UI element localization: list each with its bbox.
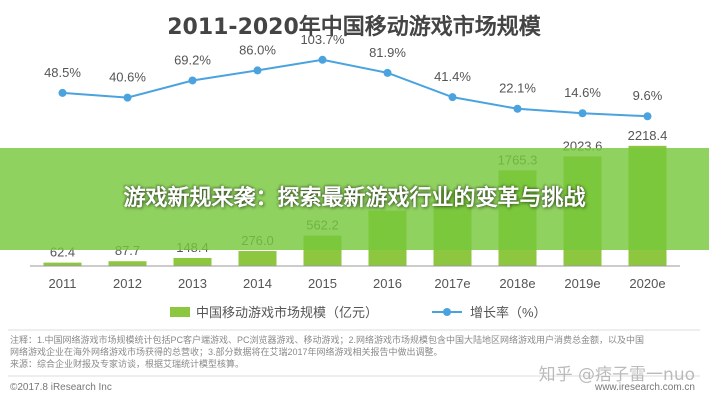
x-tick-2020e: 2020e: [629, 276, 665, 291]
x-tick-2015: 2015: [308, 276, 337, 291]
legend-bar-label: 中国移动游戏市场规模（亿元）: [196, 305, 378, 320]
legend-line-marker: [443, 308, 451, 316]
footer-site: www.iresearch.com.cn: [594, 382, 695, 393]
chart-title: 2011-2020年中国移动游戏市场规模: [167, 14, 542, 40]
x-tick-2016: 2016: [373, 276, 402, 291]
line-label-2013: 69.2%: [174, 52, 211, 67]
footer-copyright: ©2017.8 iResearch Inc: [10, 382, 112, 393]
growth-line-series: [58, 55, 652, 121]
growth-point-2019e: [578, 109, 587, 118]
bar-2012: [108, 261, 147, 266]
watermark-text: 知乎 @痞子雷一nuo: [538, 365, 695, 385]
growth-point-2020e: [643, 112, 652, 121]
bar-2014: [238, 251, 277, 266]
x-tick-2012: 2012: [113, 276, 142, 291]
note-line-3: 来源：综合企业财报及专家访谈，根据艾瑞统计模型核算。: [10, 358, 244, 369]
growth-value-labels: 48.5% 40.6% 69.2% 86.0% 103.7% 81.9% 41.4% 22.1…: [44, 32, 663, 103]
headline-banner: 游戏新规来袭：探索最新游戏行业的变革与挑战: [0, 148, 709, 250]
growth-point-2014: [253, 66, 262, 75]
line-label-2015: 103.7%: [300, 32, 345, 47]
growth-point-2013: [188, 76, 197, 85]
x-tick-2013: 2013: [178, 276, 207, 291]
line-label-2020e: 9.6%: [633, 88, 663, 103]
line-label-2011: 48.5%: [44, 65, 81, 80]
growth-point-2015: [318, 55, 327, 64]
note-line-1: 注释：1.中国网络游戏市场规模统计包括PC客户端游戏、PC浏览器游戏、移动游戏；…: [10, 334, 644, 345]
note-line-2: 网络游戏企业在海外网络游戏市场获得的总营收；3.部分数据将在艾瑞2017年网络游…: [10, 346, 443, 357]
line-label-2019e: 14.6%: [564, 85, 601, 100]
growth-point-2018e: [513, 104, 522, 113]
growth-point-2011: [58, 88, 67, 97]
bar-label-2020e: 2218.4: [628, 128, 668, 143]
bar-2013: [173, 257, 212, 266]
line-label-2012: 40.6%: [109, 70, 146, 85]
growth-point-2016: [383, 68, 392, 77]
banner-headline: 游戏新规来袭：探索最新游戏行业的变革与挑战: [123, 186, 586, 211]
line-label-2017e: 41.4%: [434, 69, 471, 84]
legend: 中国移动游戏市场规模（亿元） 增长率（%）: [170, 305, 547, 320]
x-tick-labels: 2011 2012 2013 2014 2015 2016 2017e 2018e 2019e 2…: [49, 276, 666, 291]
growth-line: [62, 58, 648, 118]
legend-line-label: 增长率（%）: [470, 305, 547, 320]
bar-2011: [43, 262, 82, 266]
x-tick-2018e: 2018e: [499, 276, 535, 291]
x-tick-2011: 2011: [49, 276, 77, 291]
legend-bar-swatch: [170, 307, 190, 317]
line-label-2018e: 22.1%: [499, 81, 536, 96]
line-label-2016: 81.9%: [369, 45, 406, 60]
growth-point-2017e: [448, 93, 457, 102]
growth-point-2012: [123, 93, 132, 102]
x-tick-2019e: 2019e: [564, 276, 600, 291]
x-tick-2014: 2014: [243, 276, 272, 291]
x-tick-2017e: 2017e: [434, 276, 470, 291]
line-label-2014: 86.0%: [239, 42, 276, 57]
